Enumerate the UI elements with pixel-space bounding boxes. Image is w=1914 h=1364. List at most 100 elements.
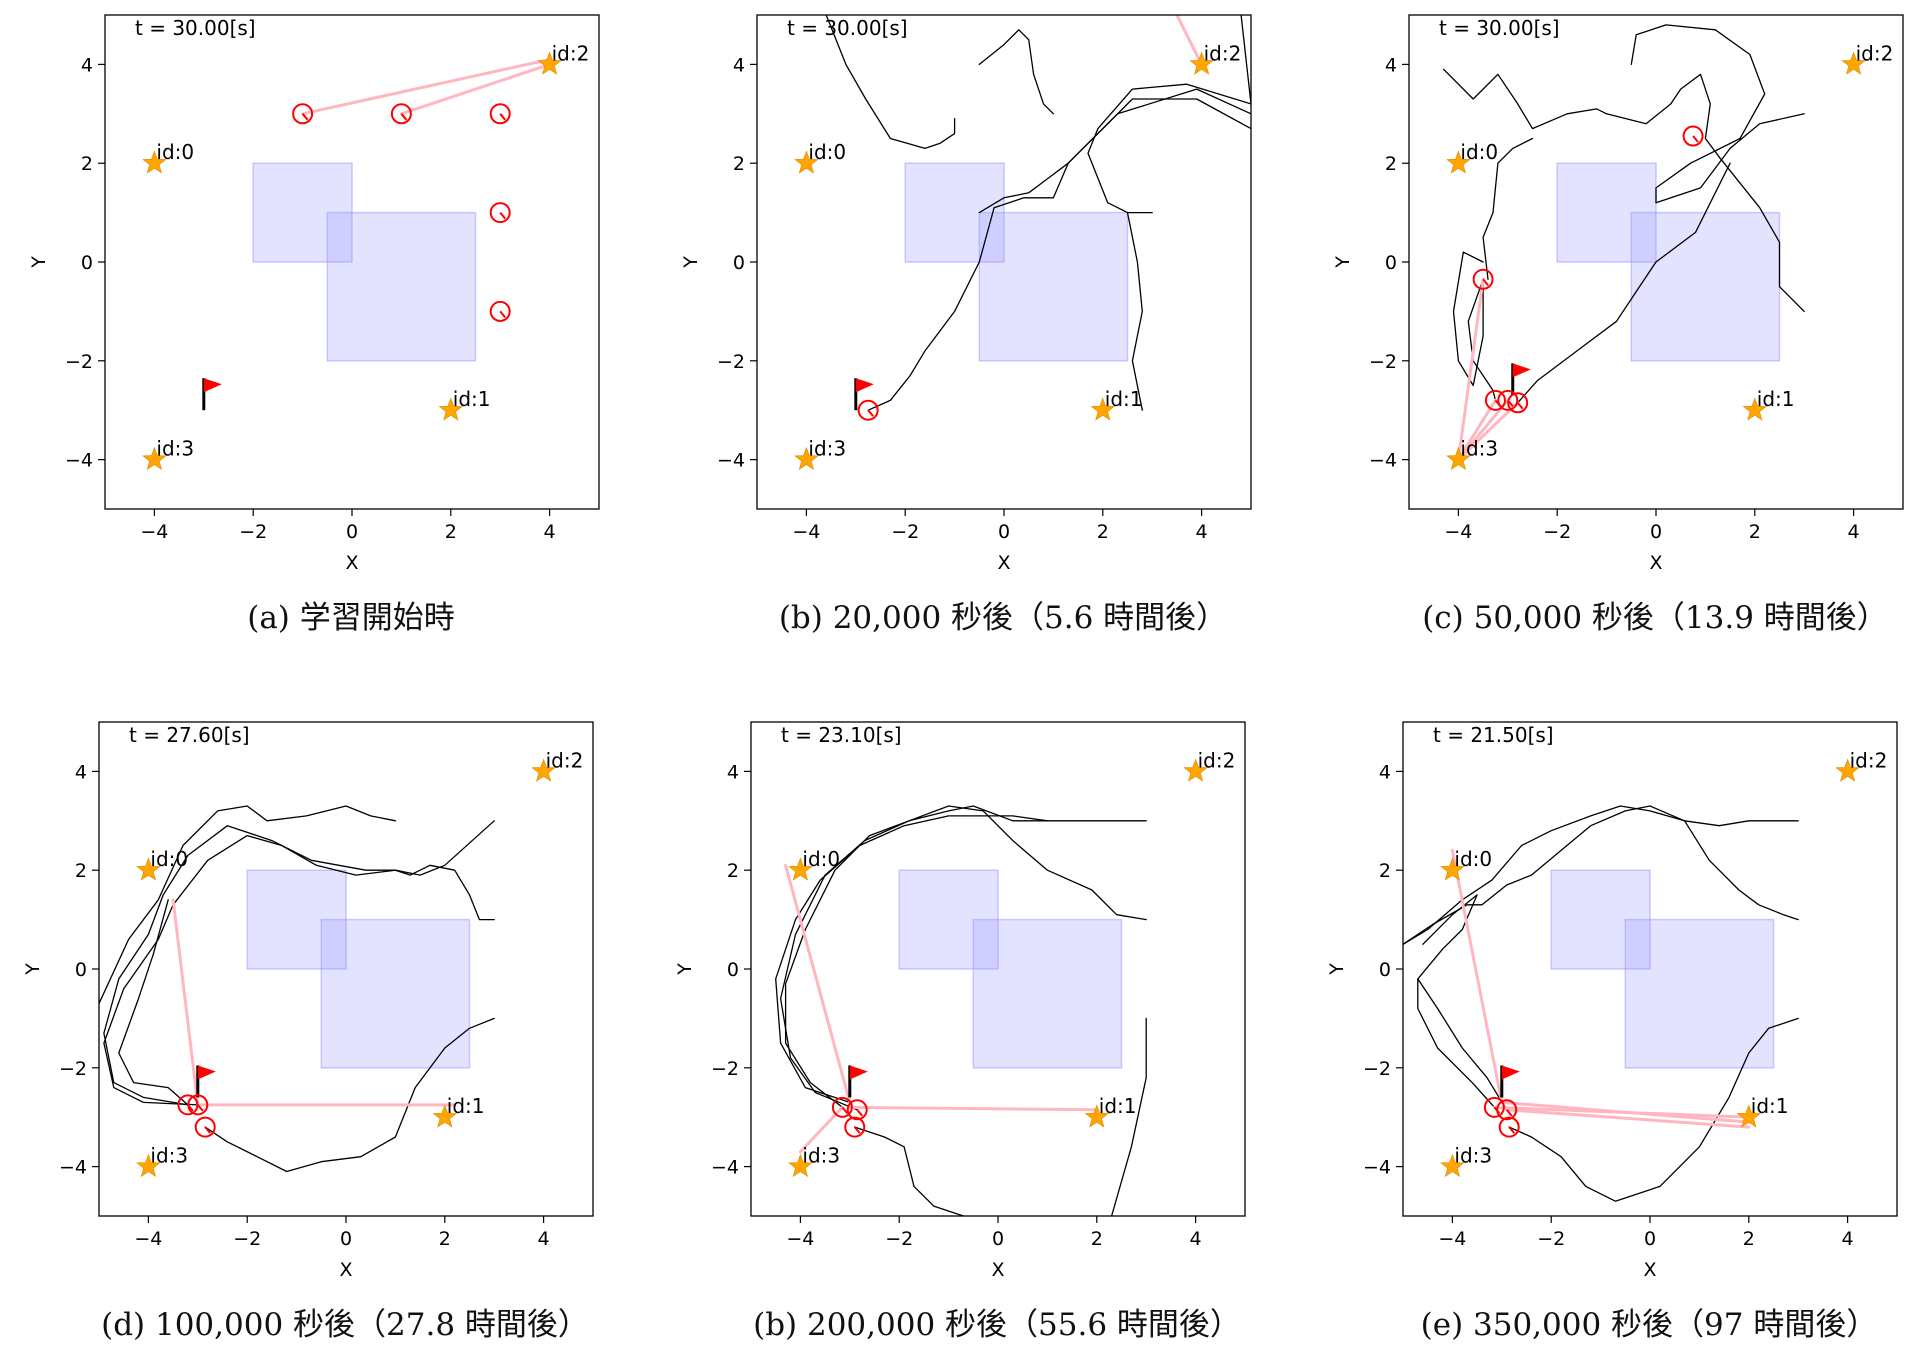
trajectory-4 [1417, 978, 1508, 1111]
y-tick-label-3: 2 [1385, 153, 1397, 175]
target-label-2: id:2 [1856, 41, 1894, 65]
target-star-3 [1440, 1153, 1465, 1177]
y-tick-label-2: 0 [81, 252, 93, 274]
trajectory-0 [784, 805, 1147, 1108]
link-1 [848, 1105, 1099, 1112]
x-tick-label-2: 0 [1650, 521, 1662, 543]
flag-marker [1511, 363, 1531, 396]
target-star-0 [788, 857, 813, 881]
target-label-1: id:1 [1757, 387, 1795, 411]
plot-area [775, 758, 1208, 1216]
y-tick-label-3: 2 [81, 153, 93, 175]
y-axis-label: Y [1326, 963, 1348, 976]
x-tick-label-2: 0 [340, 1228, 352, 1250]
target-label-2: id:2 [546, 748, 584, 772]
y-tick-label-0: −4 [717, 450, 745, 472]
y-tick-label-3: 2 [75, 860, 87, 882]
link-0 [301, 57, 552, 116]
robot-2 [194, 1116, 216, 1138]
subplot-c: id:0 id:1 id:2 id:3 −4 −4 −2 −2 0 0 2 2 4 4 X Yt = 30.0… [1332, 14, 1904, 574]
target-label-3: id:3 [1460, 437, 1498, 461]
subplot-d: id:0 id:1 id:2 id:3 −4 −4 −2 −2 0 0 2 2 4 4 X Yt = 27.6… [22, 721, 594, 1281]
trajectory-1 [978, 29, 1055, 115]
trajectory-5 [1126, 211, 1143, 411]
obstacle-1 [1630, 211, 1781, 362]
x-tick-label-2: 0 [346, 521, 358, 543]
robot-1 [1496, 1099, 1518, 1121]
target-star-2 [531, 758, 556, 782]
trajectory-2 [1417, 894, 1496, 1108]
caption-f: (e) 350,000 秒後（97 時間後） [1421, 1307, 1878, 1343]
y-tick-label-0: −4 [1363, 1157, 1391, 1179]
subplot-a: id:0 id:1 id:2 id:3 −4 −4 −2 −2 0 0 2 2 4 4 X Yt = 30.0… [28, 14, 600, 574]
x-axis-label: X [345, 552, 358, 574]
target-label-0: id:0 [808, 140, 846, 164]
x-tick-label-1: −2 [1543, 521, 1571, 543]
target-label-1: id:1 [1099, 1094, 1137, 1118]
caption-a: (a) 学習開始時 [247, 600, 455, 636]
link-3 [1456, 401, 1520, 462]
target-star-0 [794, 150, 819, 174]
robot-2 [1498, 1116, 1520, 1138]
target-label-1: id:1 [1751, 1094, 1789, 1118]
link-1 [1456, 398, 1497, 462]
x-tick-label-0: −4 [792, 521, 820, 543]
target-star-2 [1189, 51, 1214, 75]
x-tick-label-3: 2 [1091, 1228, 1103, 1250]
time-label: t = 27.60[s] [129, 723, 250, 747]
trajectory-3 [1508, 1017, 1799, 1202]
link-0 [1175, 15, 1204, 66]
trajectory-0 [825, 15, 956, 150]
trajectory-3 [1452, 251, 1484, 387]
caption-b: (b) 20,000 秒後（5.6 時間後） [779, 600, 1227, 636]
x-tick-label-0: −4 [1438, 1228, 1466, 1250]
x-axis-label: X [997, 552, 1010, 574]
y-tick-label-2: 0 [733, 252, 745, 274]
target-label-0: id:0 [150, 847, 188, 871]
target-label-3: id:3 [156, 437, 194, 461]
y-axis-label: Y [28, 256, 50, 269]
y-tick-label-0: −4 [59, 1157, 87, 1179]
y-tick-label-4: 4 [733, 54, 745, 76]
link-0 [784, 863, 852, 1104]
x-axis-label: X [1643, 1259, 1656, 1281]
trajectory-4 [1110, 1017, 1147, 1216]
target-star-1 [1742, 397, 1768, 421]
plot-area [1442, 24, 1866, 470]
trajectory-2 [1605, 73, 1805, 313]
trajectory-5 [1517, 162, 1731, 404]
y-tick-label-2: 0 [75, 959, 87, 981]
plot-area [794, 15, 1251, 470]
x-tick-label-4: 4 [1842, 1228, 1854, 1250]
target-label-2: id:2 [1204, 41, 1242, 65]
target-star-0 [1440, 857, 1465, 881]
y-tick-label-4: 4 [75, 761, 87, 783]
y-tick-label-2: 0 [1379, 959, 1391, 981]
time-label: t = 21.50[s] [1433, 723, 1554, 747]
flag-marker [854, 378, 874, 411]
trajectory-1 [779, 805, 1147, 1111]
link-3 [1505, 1108, 1751, 1129]
x-tick-label-3: 2 [1743, 1228, 1755, 1250]
time-label: t = 30.00[s] [135, 16, 256, 40]
trajectory-1 [103, 825, 495, 1106]
y-tick-label-1: −2 [1369, 351, 1397, 373]
link-0 [171, 898, 200, 1107]
obstacle-1 [1624, 918, 1775, 1069]
x-tick-label-2: 0 [1644, 1228, 1656, 1250]
obstacle-1 [320, 918, 471, 1069]
robot-3 [489, 202, 511, 224]
y-tick-label-0: −4 [65, 450, 93, 472]
y-tick-label-1: −2 [59, 1058, 87, 1080]
x-tick-label-4: 4 [544, 521, 556, 543]
plot-area [1403, 758, 1860, 1202]
subplot-f: id:0 id:1 id:2 id:3 −4 −4 −2 −2 0 0 2 2 4 4 X Yt = 21.5… [1326, 721, 1898, 1281]
y-tick-label-1: −2 [1363, 1058, 1391, 1080]
plot-area [142, 51, 562, 470]
robot-1 [1472, 268, 1494, 290]
target-star-3 [142, 446, 167, 470]
target-star-1 [432, 1104, 458, 1128]
y-tick-label-3: 2 [1379, 860, 1391, 882]
flag-marker [848, 1065, 868, 1098]
